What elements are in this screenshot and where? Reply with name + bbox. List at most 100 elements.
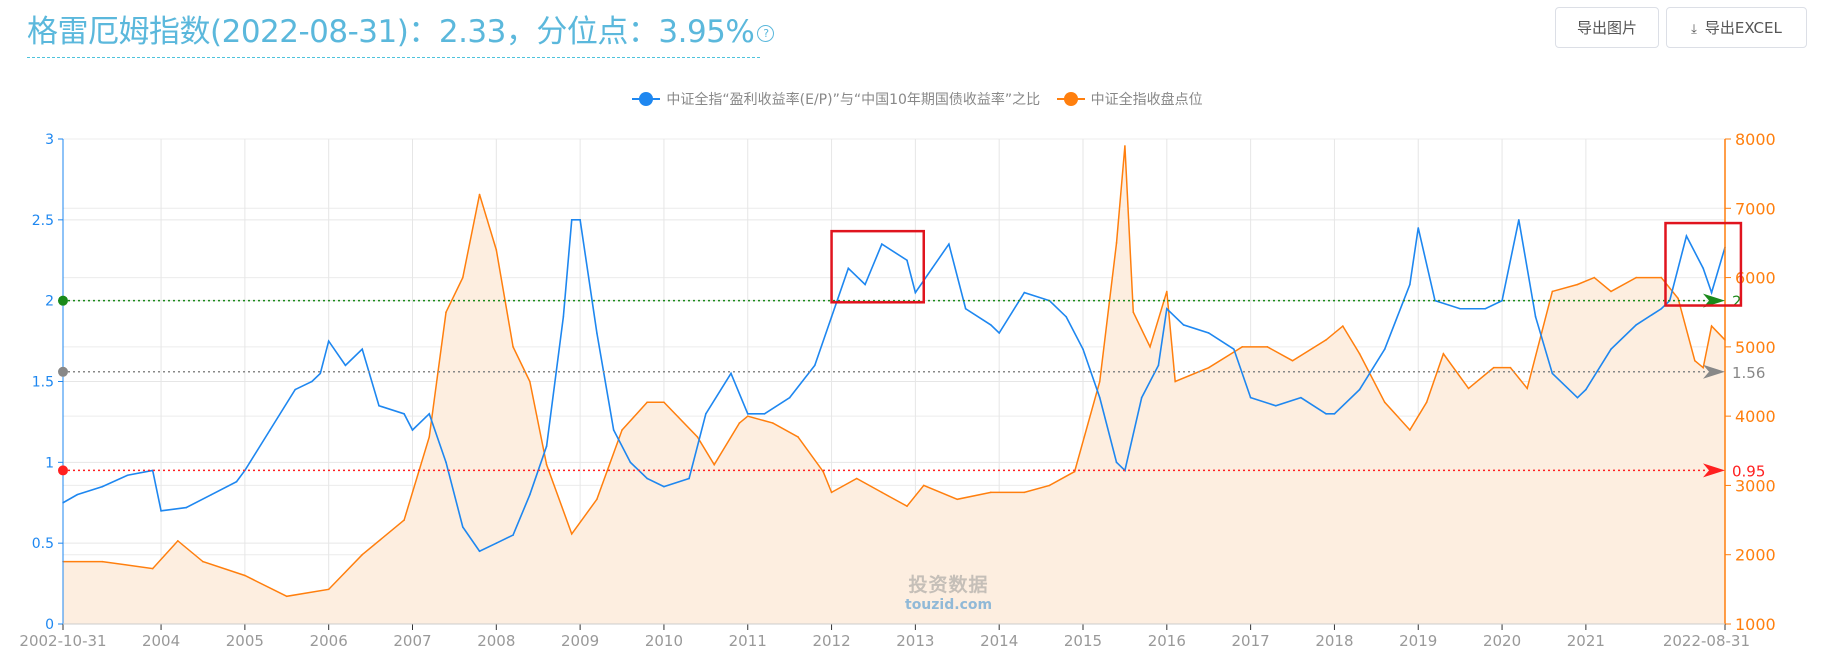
data-point-ratio [76,493,79,496]
x-tick-label: 2020 [1483,632,1521,650]
data-point-index [1073,470,1076,473]
data-point-ratio [461,526,464,528]
x-tick-label: 2017 [1232,632,1270,650]
legend-label: 中证全指“盈利收益率(E/P)”与“中国10年期国债收益率”之比 [666,92,1041,108]
data-point-index [1048,484,1051,487]
data-point-ratio [478,550,481,553]
data-point-ratio [1710,291,1713,294]
x-tick-label: 2018 [1315,632,1353,650]
y-right-tick-label: 5000 [1735,338,1776,357]
data-point-ratio [570,219,573,221]
data-point-ratio [688,477,690,480]
data-point-ratio [830,316,833,318]
x-tick-label: 2010 [645,632,683,650]
data-point-index [1593,276,1596,279]
data-point-ratio [1300,396,1302,399]
legend-label: 中证全指收盘点位 [1090,92,1203,108]
reference-label: 2 [1732,293,1742,311]
data-point-index [1115,242,1118,244]
y-right-tick-label: 3000 [1735,476,1776,495]
data-point-index [1166,290,1168,293]
export-excel-button[interactable]: ⤓ 导出EXCEL [1666,7,1807,48]
data-point-ratio [327,340,330,342]
data-point-ratio [1233,348,1235,350]
question-circle-icon[interactable]: ? [757,25,775,42]
data-point-index [1023,491,1026,494]
data-point-ratio [403,413,405,415]
x-tick-label: 2021 [1567,632,1605,650]
data-point-index [1425,401,1428,404]
x-tick-label: 2009 [561,632,599,650]
data-point-index [1610,290,1612,293]
data-point-ratio [964,307,967,310]
y-left-tick-label: 2.5 [32,213,54,229]
x-tick-label: 2013 [896,632,934,650]
x-tick-label: 2012 [812,632,850,650]
export-image-button[interactable]: 导出图片 [1555,7,1659,48]
watermark-text: 投资数据 [908,574,989,596]
data-point-ratio [763,413,766,415]
data-point-index [1241,346,1244,348]
data-point-ratio [906,259,908,262]
data-point-index [428,436,431,438]
data-point-ratio [294,388,296,391]
data-point-index [1291,359,1294,362]
data-point-index [101,560,104,563]
x-tick-label: 2004 [142,632,180,650]
y-right-tick-label: 8000 [1735,130,1776,149]
watermark: 投资数据 touzid.com [905,570,992,613]
data-point-ratio [311,380,313,383]
data-point-index [1325,339,1327,341]
legend-item-index[interactable]: 中证全指收盘点位 [1056,89,1203,109]
data-point-index [1358,352,1361,355]
data-point-ratio [235,480,238,483]
data-point-ratio [914,291,917,294]
data-point-ratio [646,477,648,480]
data-point-ratio [579,219,581,221]
x-tick-label: 2006 [310,632,348,650]
data-point-index [1677,297,1679,300]
data-point-ratio [378,404,380,407]
data-point-index [177,540,179,542]
data-point-index [663,401,665,404]
data-point-ratio [663,485,665,488]
reference-marker-dot [58,465,68,476]
data-point-index [512,346,514,348]
legend-item-ratio[interactable]: 中证全指“盈利收益率(E/P)”与“中国10年期国债收益率”之比 [632,89,1040,109]
data-point-ratio [881,243,883,245]
data-point-index [1342,325,1344,327]
title-text: 格雷厄姆指数(2022-08-31)：2.33，分位点：3.95% [27,14,755,50]
data-point-index [1492,366,1495,369]
data-point-index [1409,429,1411,431]
data-point-index [1383,401,1386,404]
y-left-tick-label: 1.5 [32,375,54,391]
data-point-index [881,491,883,494]
data-point-index [202,560,204,563]
data-point-ratio [495,542,498,544]
data-point-index [1526,387,1529,390]
data-point-ratio [210,493,213,496]
y-left-tick-label: 3 [45,132,54,148]
data-point-ratio [788,396,791,399]
data-point-ratio [1325,413,1327,415]
data-point-ratio [101,485,104,488]
x-tick-label: 2008 [477,632,515,650]
data-point-ratio [529,493,531,496]
data-point-ratio [1207,332,1210,334]
y-right-tick-label: 4000 [1735,407,1776,426]
data-point-ratio [1501,299,1503,302]
data-point-index [621,429,623,431]
data-point-ratio [1534,316,1537,318]
data-point-ratio [746,413,749,415]
highlight-box [830,229,926,304]
data-point-ratio [1182,324,1185,326]
y-right-tick-label: 6000 [1735,269,1776,288]
reference-label: 0.95 [1732,462,1765,480]
y-left-tick-label: 2 [45,294,54,310]
reference-arrow-icon [1703,364,1725,379]
data-point-ratio [1585,388,1587,391]
data-point-index [746,415,749,417]
y-right-tick-label: 1000 [1735,615,1776,634]
data-point-ratio [269,429,271,431]
export-image-label: 导出图片 [1576,19,1637,37]
